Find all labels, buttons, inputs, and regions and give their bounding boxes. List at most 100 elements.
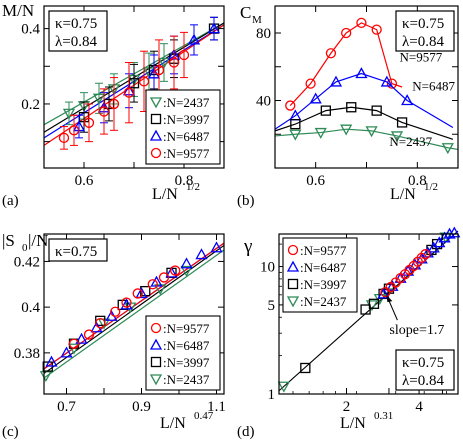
series-line xyxy=(274,106,454,140)
data-point xyxy=(157,57,171,69)
data-point xyxy=(83,329,95,340)
x-tick-label: 0.8 xyxy=(408,173,427,189)
data-point xyxy=(207,22,221,34)
y-tick-label: 10 xyxy=(260,260,275,276)
panel-c-label: (c) xyxy=(2,424,19,440)
data-point xyxy=(356,17,367,29)
legend-marker xyxy=(286,296,300,308)
panel-b-param-box: κ=0.75 λ=0.84 xyxy=(395,10,455,52)
panel-d-xlabel-exp: 0.31 xyxy=(374,410,393,422)
data-point xyxy=(305,78,316,89)
panel-a-xlabel-exp: 1/2 xyxy=(186,181,200,193)
y-tick-label: 0.42 xyxy=(14,254,40,270)
x-tick-label: 2 xyxy=(343,399,351,415)
y-tick-label: 5 xyxy=(268,298,276,314)
data-point xyxy=(123,87,135,98)
data-point xyxy=(427,241,440,253)
legend-label: :N=6487 xyxy=(300,260,347,275)
data-point xyxy=(180,257,193,269)
data-point xyxy=(290,118,301,130)
legend-marker xyxy=(150,356,162,368)
data-point xyxy=(170,265,181,276)
data-point xyxy=(329,75,343,87)
panel-a-param-box: κ=0.75 λ=0.84 xyxy=(48,10,108,52)
data-point xyxy=(83,117,95,128)
panel-b-xlabel: L/N xyxy=(390,186,416,203)
data-point xyxy=(441,143,454,155)
legend-label: :N=3997 xyxy=(300,277,347,292)
legend-marker xyxy=(150,147,162,159)
data-point xyxy=(314,127,327,139)
data-point xyxy=(383,283,395,294)
data-point xyxy=(195,248,208,260)
legend-label: :N=2437 xyxy=(163,372,210,387)
panel-d-ylabel: γ xyxy=(243,236,252,257)
panel-a-xlabel: L/N xyxy=(152,186,178,203)
panel-c: (c) |S 0 |/N L/N 0.47 xyxy=(2,231,214,440)
data-point xyxy=(135,287,148,299)
data-point xyxy=(95,317,106,329)
legend-marker xyxy=(286,260,300,272)
panel-a-label: (a) xyxy=(2,193,19,209)
x-tick-label: 1.1 xyxy=(207,399,226,415)
data-point xyxy=(187,33,201,45)
data-point xyxy=(277,381,290,393)
data-point xyxy=(355,67,368,79)
data-point xyxy=(371,24,382,35)
data-point xyxy=(62,108,76,120)
param-box-frame xyxy=(395,349,455,391)
legend-marker xyxy=(149,374,163,386)
data-point xyxy=(365,126,378,138)
data-point xyxy=(380,75,393,87)
panel-c-axes: 0.7 0.9 1.1 0.38 0.4 0.42 xyxy=(14,233,226,415)
panel-c-plot xyxy=(39,241,225,383)
data-point xyxy=(60,346,73,358)
legend-label: :N=2437 xyxy=(163,95,210,110)
legend-marker xyxy=(149,97,163,109)
plot-frame xyxy=(278,233,459,395)
data-point xyxy=(121,297,132,308)
data-point xyxy=(289,129,302,141)
panel-d-param-box: κ=0.75 λ=0.84 xyxy=(395,349,455,391)
data-point xyxy=(325,48,337,59)
param-text: κ=0.75 xyxy=(402,355,444,371)
param-box-frame xyxy=(395,10,455,52)
data-point xyxy=(98,106,110,117)
panel-b: (b) C M L/N 1/2 xyxy=(237,3,438,209)
y-tick-label: 40 xyxy=(256,94,271,110)
data-point xyxy=(147,279,158,290)
series-line xyxy=(289,22,403,106)
param-text: λ=0.84 xyxy=(402,34,444,50)
data-point xyxy=(285,100,296,111)
data-point xyxy=(132,288,143,299)
data-point xyxy=(210,241,223,253)
data-point xyxy=(58,132,70,144)
y-tick-label: 0.4 xyxy=(21,300,40,316)
data-point xyxy=(92,93,106,105)
panel-d-plot: slope=1.7 xyxy=(277,226,461,393)
legend-marker xyxy=(287,278,299,290)
data-point xyxy=(420,249,431,260)
y-tick-label: 1 xyxy=(268,387,276,403)
panel-b-axes: 0.6 0.8 40 80 xyxy=(256,5,459,189)
panel-b-xlabel-exp: 1/2 xyxy=(424,181,438,193)
y-tick-label: 0.4 xyxy=(21,22,40,38)
param-box-frame xyxy=(48,10,108,52)
y-tick-label: 80 xyxy=(256,26,271,42)
panel-d-legend: :N=9577:N=6487:N=3997:N=2437 xyxy=(282,237,358,313)
data-point xyxy=(360,304,371,315)
y-tick-label: 0.2 xyxy=(21,97,40,113)
panel-b-plot: N=9577 N=6487 N=2437 xyxy=(274,17,459,155)
panel-c-ylabel-rest: |/N xyxy=(28,231,48,250)
data-point xyxy=(390,131,404,143)
legend-label: :N=6487 xyxy=(163,129,210,144)
panel-a-legend: :N=2437:N=3997:N=6487:N=9577 xyxy=(145,89,221,165)
legend-label: :N=2437 xyxy=(300,294,347,309)
x-tick-label: 0.6 xyxy=(306,173,325,189)
panel-c-xlabel: L/N xyxy=(160,415,186,432)
data-point xyxy=(178,49,190,61)
data-point xyxy=(138,76,150,87)
legend-marker xyxy=(149,338,163,350)
param-box-frame xyxy=(48,238,108,262)
data-point xyxy=(386,78,398,89)
